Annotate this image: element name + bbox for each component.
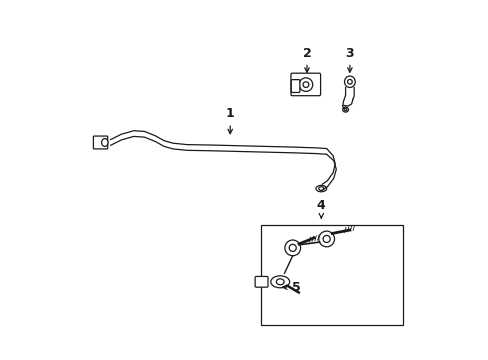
FancyBboxPatch shape [93, 136, 107, 149]
Ellipse shape [299, 78, 312, 91]
FancyBboxPatch shape [255, 276, 267, 287]
Ellipse shape [344, 76, 354, 87]
Ellipse shape [344, 108, 346, 111]
FancyBboxPatch shape [290, 73, 320, 96]
Text: 3: 3 [345, 47, 353, 72]
Ellipse shape [276, 279, 284, 285]
Ellipse shape [303, 82, 308, 87]
Circle shape [288, 244, 296, 251]
Circle shape [285, 240, 300, 256]
Circle shape [323, 235, 329, 243]
Text: 4: 4 [316, 198, 325, 218]
Text: 2: 2 [302, 47, 311, 72]
Ellipse shape [102, 139, 108, 147]
FancyBboxPatch shape [291, 80, 299, 93]
Ellipse shape [347, 80, 351, 84]
Ellipse shape [342, 107, 348, 112]
Text: 5: 5 [282, 281, 300, 294]
Ellipse shape [270, 276, 289, 288]
Ellipse shape [318, 187, 323, 190]
Text: 1: 1 [225, 107, 234, 134]
Bar [260, 225, 403, 325]
Ellipse shape [315, 185, 326, 192]
Circle shape [318, 231, 334, 247]
